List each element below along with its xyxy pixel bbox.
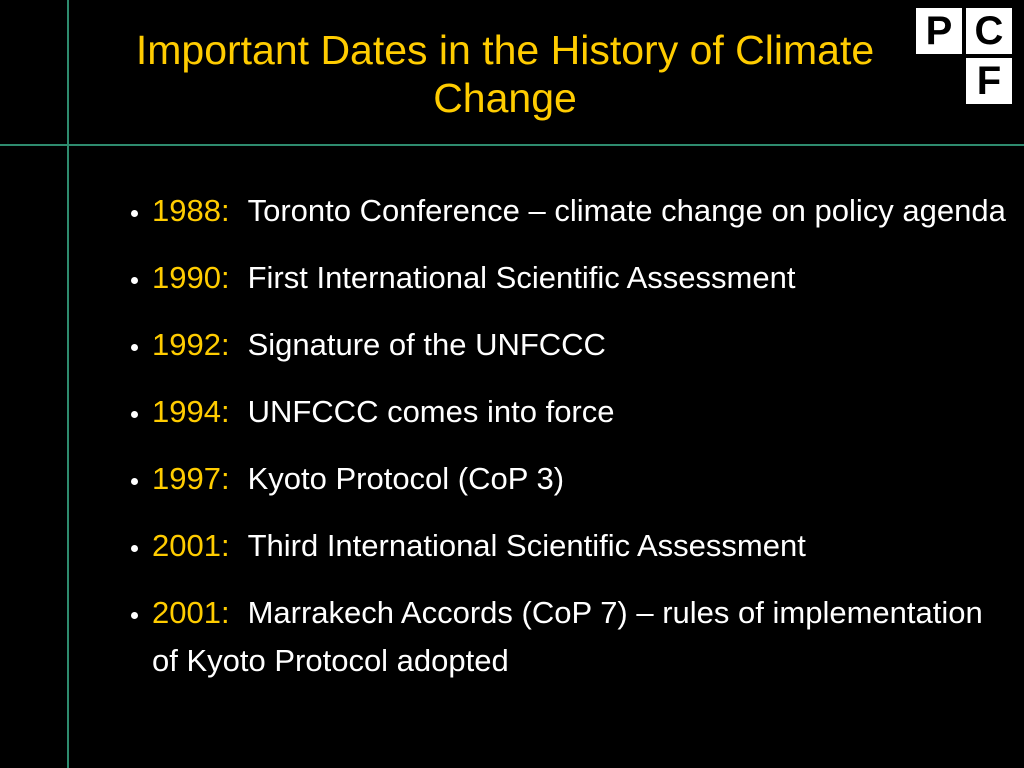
- year: 1997:: [152, 461, 230, 496]
- divider-horizontal: [0, 144, 1024, 146]
- event: First International Scientific Assessmen…: [247, 260, 796, 295]
- logo: P C F: [916, 8, 1016, 108]
- logo-letter: P: [916, 8, 962, 54]
- event: UNFCCC comes into force: [247, 394, 615, 429]
- event: Third International Scientific Assessmen…: [247, 528, 806, 563]
- date-item: 2001:Marrakech Accords (CoP 7) – rules o…: [152, 589, 1012, 685]
- date-item: 2001: Third International Scientific Asse…: [152, 522, 1012, 570]
- event: Signature of the UNFCCC: [247, 327, 606, 362]
- date-item: 1994: UNFCCC comes into force: [152, 388, 1012, 436]
- year: 2001:: [152, 595, 230, 630]
- event: Marrakech Accords (CoP 7) – rules of imp…: [152, 595, 983, 678]
- year: 2001:: [152, 528, 230, 563]
- date-item: 1988: Toronto Conference – climate change…: [152, 187, 1012, 235]
- logo-letter: C: [966, 8, 1012, 54]
- logo-letter: F: [966, 58, 1012, 104]
- date-item: 1992: Signature of the UNFCCC: [152, 321, 1012, 369]
- divider-vertical: [67, 0, 69, 768]
- event: Kyoto Protocol (CoP 3): [247, 461, 565, 496]
- year: 1994:: [152, 394, 230, 429]
- year: 1988:: [152, 193, 230, 228]
- date-list: 1988: Toronto Conference – climate change…: [152, 187, 1012, 704]
- slide-title: Important Dates in the History of Climat…: [135, 27, 875, 121]
- date-item: 1997: Kyoto Protocol (CoP 3): [152, 455, 1012, 503]
- date-item: 1990: First International Scientific Asse…: [152, 254, 1012, 302]
- year: 1992:: [152, 327, 230, 362]
- year: 1990:: [152, 260, 230, 295]
- event: Toronto Conference – climate change on p…: [247, 193, 1006, 228]
